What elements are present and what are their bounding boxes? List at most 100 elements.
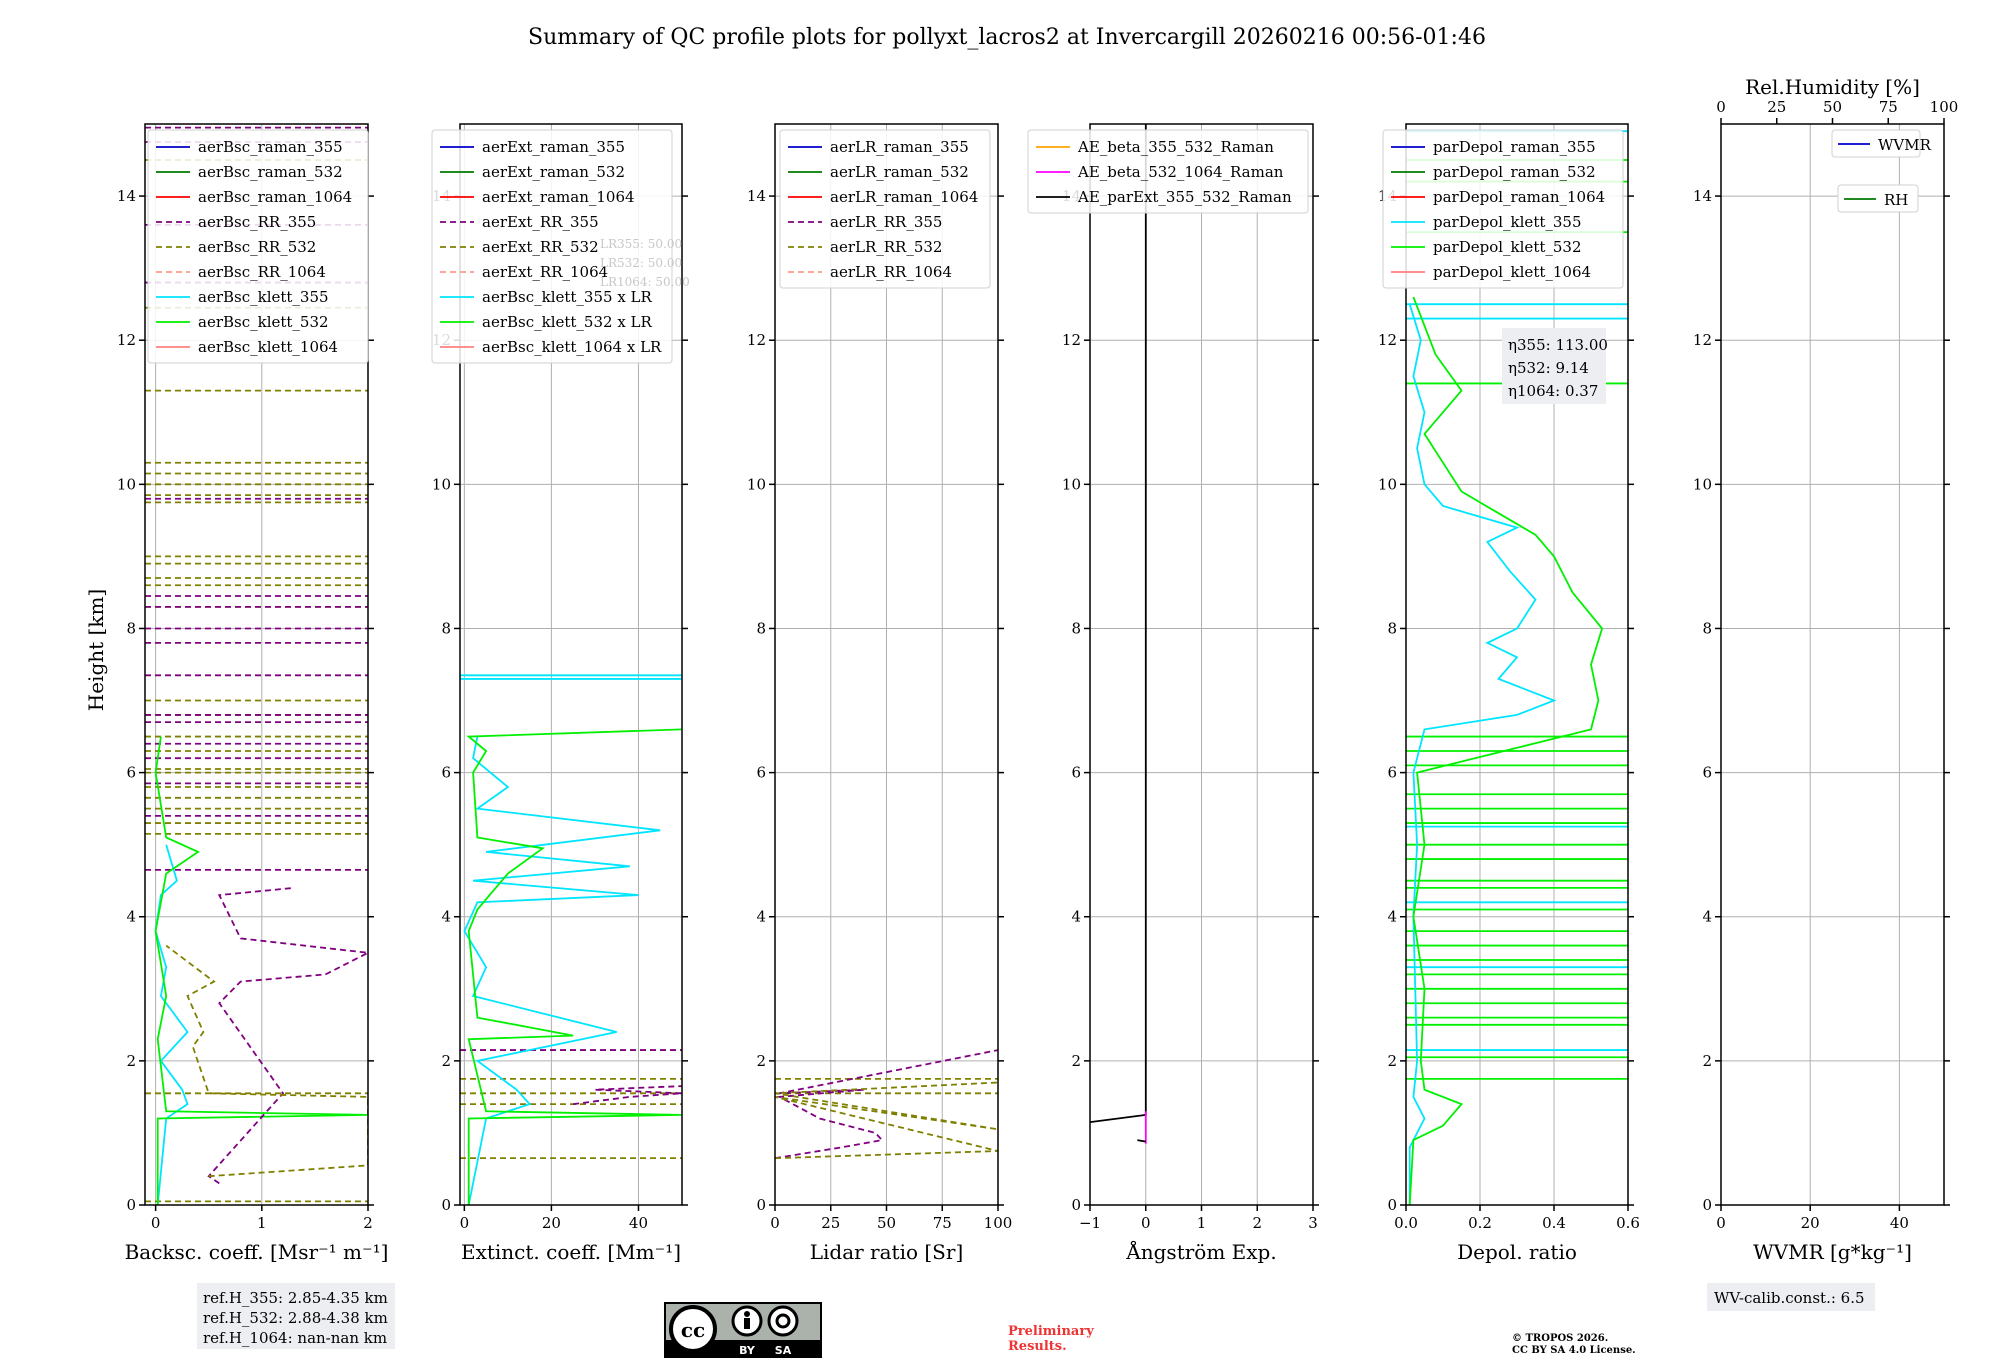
grid (1720, 124, 1944, 1206)
x-axis-label: Extinct. coeff. [Mm⁻¹] (461, 1240, 681, 1264)
legend-box (1837, 184, 1919, 213)
y-tick-label: 0 (441, 1196, 451, 1214)
legend-label: aerLR_raman_1064 (830, 188, 978, 206)
top-x-tick-label: 50 (1823, 98, 1842, 116)
legend-label: aerBsc_klett_1064 x LR (482, 338, 662, 356)
x-tick-label: 0 (1141, 1214, 1151, 1232)
y-tick-label: 0 (1071, 1196, 1081, 1214)
eta-label: η532: 9.14 (1508, 359, 1589, 377)
y-tick-label: 8 (1702, 619, 1712, 637)
cc-by-label: BY (739, 1344, 756, 1357)
y-tick-label: 10 (1693, 475, 1712, 493)
series-AE_short (1137, 1139, 1146, 1143)
y-tick-label: 6 (756, 764, 766, 782)
legend-label: aerExt_raman_1064 (482, 188, 635, 206)
axes-frame (1405, 123, 1629, 1206)
x-tick-label: 50 (877, 1214, 896, 1232)
preliminary-note-2: Results. (1008, 1339, 1067, 1354)
x-tick-label: 0.6 (1616, 1214, 1640, 1232)
series-aerBsc_RR_355 (207, 887, 368, 1185)
legend: aerExt_raman_355 aerExt_raman_532 aerExt_r… (431, 129, 673, 364)
eta-label: η1064: 0.37 (1508, 382, 1598, 400)
y-tick-label: 12 (1378, 331, 1397, 349)
eta-box-bg (1502, 328, 1606, 404)
legend-box (1382, 129, 1624, 289)
series-aerLR_RR_532 (775, 1081, 998, 1160)
y-tick-label: 12 (747, 331, 766, 349)
y-tick-label: 8 (756, 619, 766, 637)
legend-label: aerBsc_RR_355 (198, 213, 316, 231)
legend-label: parDepol_klett_355 (1433, 213, 1582, 231)
legend-label: aerBsc_raman_355 (198, 138, 343, 156)
y-tick-label: 0 (1702, 1196, 1712, 1214)
legend-label: parDepol_raman_355 (1433, 138, 1596, 156)
legend-label: aerBsc_raman_532 (198, 163, 343, 181)
y-tick-label: 2 (1702, 1052, 1712, 1070)
legend-box (147, 129, 369, 364)
legend-label: parDepol_raman_532 (1433, 163, 1596, 181)
figure-title: Summary of QC profile plots for pollyxt_… (528, 25, 1486, 50)
cc-sa-label: SA (775, 1344, 792, 1357)
series-aerBsc_klett_355 x LR (463, 736, 661, 1205)
x-tick-label: −1 (1079, 1214, 1101, 1232)
wv-calib-box: WV-calib.const.: 6.5 (1707, 1283, 1875, 1311)
lr-label: LR1064: 50.00 (600, 275, 690, 289)
y-tick-label: 6 (441, 764, 451, 782)
legend-label: aerBsc_RR_532 (198, 238, 316, 256)
top-x-tick-label: 0 (1716, 98, 1726, 116)
y-tick-label: 6 (1387, 764, 1397, 782)
legend-label: aerLR_raman_532 (830, 163, 969, 181)
legend-label: aerBsc_RR_1064 (198, 263, 326, 281)
legend-label: aerExt_raman_532 (482, 163, 625, 181)
y-tick-label: 4 (1071, 908, 1081, 926)
legend-label: parDepol_raman_1064 (1433, 188, 1605, 206)
data-layer (775, 1049, 998, 1160)
legend-label: aerBsc_klett_355 (198, 288, 329, 306)
y-tick-label: 6 (1071, 764, 1081, 782)
data-layer (1090, 124, 1147, 1144)
y-tick-label: 10 (747, 475, 766, 493)
ref-height-532: ref.H_532: 2.88-4.38 km (203, 1309, 388, 1327)
x-tick-label: 1 (257, 1214, 267, 1232)
wv-calib-text: WV-calib.const.: 6.5 (1714, 1289, 1865, 1307)
legend-label: AE_beta_532_1064_Raman (1077, 163, 1284, 181)
legend-label: aerBsc_klett_1064 (198, 338, 338, 356)
y-tick-label: 8 (1387, 619, 1397, 637)
legend-label: aerLR_RR_532 (830, 238, 942, 256)
y-tick-label: 0 (756, 1196, 766, 1214)
legend: aerBsc_raman_355 aerBsc_raman_532 aerBsc_r… (147, 129, 369, 364)
y-tick-label: 2 (1071, 1052, 1081, 1070)
legend-label: aerBsc_klett_532 (198, 313, 329, 331)
reference-height-box: ref.H_355: 2.85-4.35 km ref.H_532: 2.88-… (197, 1283, 395, 1349)
y-tick-label: 10 (117, 475, 136, 493)
legend-label: RH (1884, 191, 1908, 209)
y-tick-label: 14 (117, 187, 136, 205)
legend-label: aerBsc_klett_532 x LR (482, 313, 653, 331)
series-AE_parExt_355_532_Raman (1090, 124, 1147, 1123)
y-tick-label: 14 (747, 187, 766, 205)
x-tick-label: 40 (1890, 1214, 1909, 1232)
top-x-tick-label: 75 (1879, 98, 1898, 116)
x-axis-label: Depol. ratio (1457, 1240, 1577, 1264)
panel-extinct: 0246810121402040Extinct. coeff. [Mm⁻¹]ae… (431, 123, 690, 1264)
x-axis-label: Ångström Exp. (1125, 1239, 1276, 1264)
x-tick-label: 0 (1716, 1214, 1726, 1232)
copyright-line-2: CC BY SA 4.0 License. (1512, 1345, 1636, 1356)
top-x-axis-label: Rel.Humidity [%] (1745, 75, 1920, 99)
data-layer (1406, 130, 1628, 1205)
legend: AE_beta_355_532_Raman AE_beta_532_1064_Ra… (1027, 129, 1309, 214)
data-layer (460, 674, 682, 1205)
x-tick-label: 3 (1308, 1214, 1318, 1232)
x-tick-label: 75 (933, 1214, 952, 1232)
series-parDepol_klett_532 (1408, 296, 1604, 1205)
legend-label: parDepol_klett_532 (1433, 238, 1582, 256)
series-aerBsc_RR_532 (165, 944, 368, 1178)
x-tick-label: 0 (770, 1214, 780, 1232)
svg-text:cc: cc (681, 1318, 705, 1342)
y-tick-label: 2 (126, 1052, 136, 1070)
legend-box (1831, 129, 1921, 158)
y-tick-label: 12 (1062, 331, 1081, 349)
